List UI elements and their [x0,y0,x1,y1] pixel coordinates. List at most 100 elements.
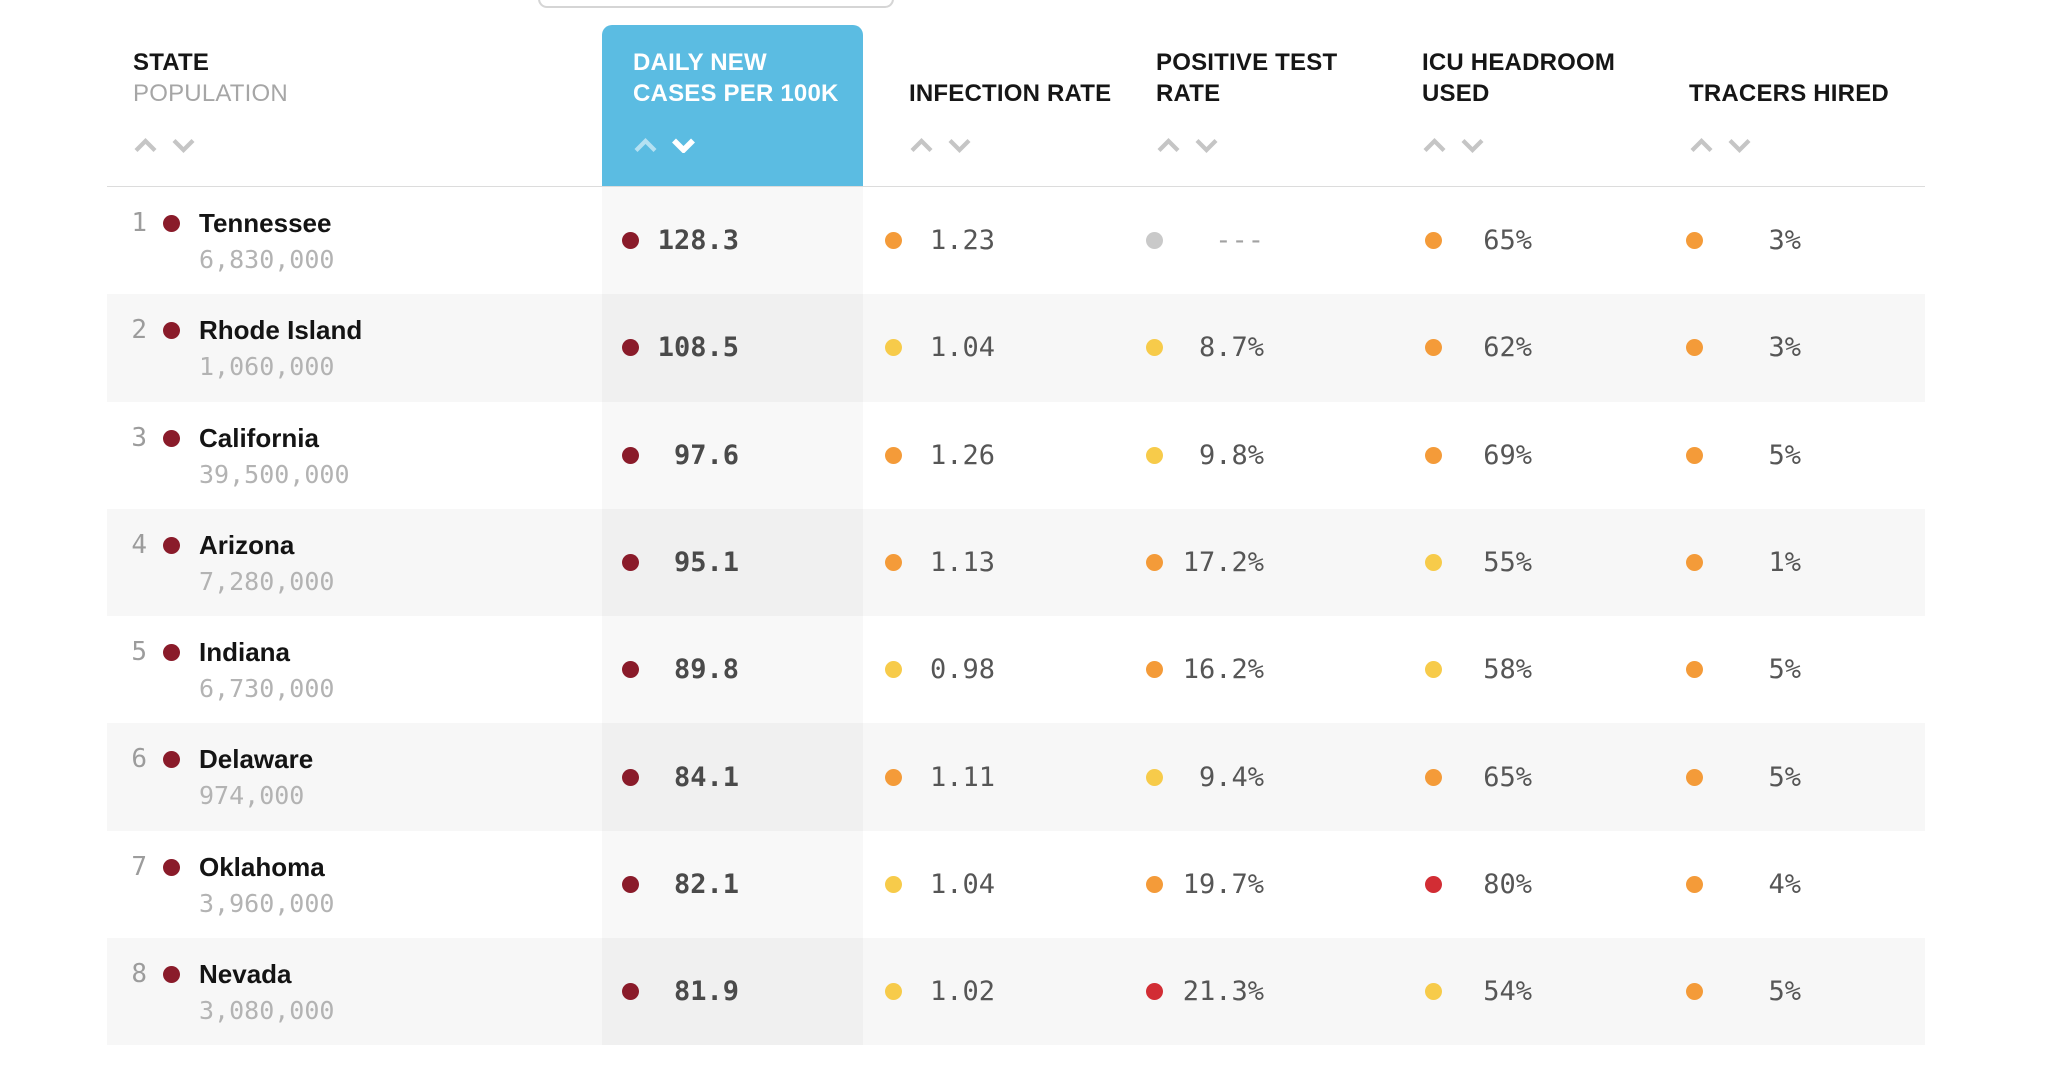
state-cell[interactable]: 6 Delaware 974,000 [107,723,602,830]
column-header-infection-rate[interactable]: INFECTION RATE [863,0,1130,186]
tracers-hired-risk-dot [1686,232,1703,250]
icu-headroom-cell: 54% [1400,938,1665,1045]
daily-new-cases-cell: 128.3 [602,187,863,294]
infection-rate-risk-dot [885,339,902,357]
column-title-tracers-hired: TRACERS HIRED [1689,80,1889,107]
positive-test-rate-risk-dot [1146,339,1163,357]
sort-descending-button[interactable] [171,138,196,153]
state-risk-dot [163,644,180,662]
state-risk-dot [163,429,180,447]
rank-label: 3 [131,422,147,453]
table-row[interactable]: 4 Arizona 7,280,000 95.1 1.13 17.2% 55% … [107,508,1925,617]
tracers-hired-cell: 3% [1665,294,1925,401]
table-row[interactable]: 2 Rhode Island 1,060,000 108.5 1.04 8.7%… [107,294,1925,402]
state-name-link[interactable]: Nevada [199,959,292,990]
tracers-hired-risk-dot [1686,446,1703,464]
state-name-link[interactable]: Tennessee [199,208,332,238]
infection-rate-risk-dot [885,232,902,250]
daily-new-cases-cell: 95.1 [602,509,863,616]
table-row[interactable]: 5 Indiana 6,730,000 89.8 0.98 16.2% 58% … [107,616,1925,723]
infection-rate-value: 1.04 [929,332,995,364]
state-population: 3,080,000 [199,996,335,1026]
tracers-hired-risk-dot [1686,983,1703,1001]
infection-rate-risk-dot [885,983,902,1001]
state-cell[interactable]: 7 Oklahoma 3,960,000 [107,831,602,938]
sort-ascending-button[interactable] [133,138,158,153]
state-cell[interactable]: 4 Arizona 7,280,000 [107,509,602,616]
tracers-hired-value: 3% [1768,332,1801,364]
column-header-tracers-hired[interactable]: TRACERS HIRED [1665,0,1925,186]
state-name-link[interactable]: Delaware [199,744,314,775]
table-row[interactable]: 8 Nevada 3,080,000 81.9 1.02 21.3% 54% 5… [107,938,1925,1046]
tracers-hired-risk-dot [1686,339,1703,357]
column-header-positive-test-rate[interactable]: POSITIVE TEST RATE [1130,0,1400,186]
states-ranking-table: STATE POPULATION DAILY NEW CASES PER 100… [107,0,1925,1046]
state-cell[interactable]: 2 Rhode Island 1,060,000 [107,294,602,401]
state-name-link[interactable]: Arizona [199,529,295,560]
sort-ascending-button[interactable] [1156,138,1181,153]
table-row[interactable]: 6 Delaware 974,000 84.1 1.11 9.4% 65% 5% [107,723,1925,831]
sort-descending-button[interactable] [1460,138,1485,153]
state-risk-dot [163,858,180,876]
sort-descending-button[interactable] [1727,138,1752,153]
icu-headroom-risk-dot [1425,446,1442,464]
icu-headroom-value: 65% [1483,225,1532,257]
icu-headroom-cell: 80% [1400,831,1665,938]
column-header-icu-headroom[interactable]: ICU HEADROOM USED [1400,0,1665,186]
infection-rate-value: 1.04 [929,868,995,900]
table-header-row: STATE POPULATION DAILY NEW CASES PER 100… [107,0,1925,186]
positive-test-rate-risk-dot [1146,983,1163,1001]
sort-ascending-button[interactable] [1422,138,1447,153]
sort-descending-button[interactable] [947,138,972,153]
state-name-link[interactable]: Indiana [199,637,291,668]
table-row[interactable]: 7 Oklahoma 3,960,000 82.1 1.04 19.7% 80%… [107,831,1925,938]
daily-new-cases-cell: 81.9 [602,938,863,1045]
tracers-hired-cell: 1% [1665,509,1925,616]
sort-descending-button[interactable] [1194,138,1219,153]
column-header-state[interactable]: STATE POPULATION [107,0,602,186]
icu-headroom-cell: 65% [1400,187,1665,294]
daily-cases-risk-dot [622,446,639,464]
state-risk-dot [163,751,180,769]
icu-headroom-cell: 65% [1400,723,1665,830]
state-name-link[interactable]: California [199,422,319,453]
sort-ascending-button[interactable] [909,138,934,153]
state-cell[interactable]: 8 Nevada 3,080,000 [107,938,602,1045]
infection-rate-value: 0.98 [929,654,995,686]
table-row[interactable]: 3 California 39,500,000 97.6 1.26 9.8% 6… [107,402,1925,509]
daily-cases-risk-dot [622,232,639,250]
positive-test-rate-cell: --- [1130,187,1400,294]
positive-test-rate-cell: 8.7% [1130,294,1400,401]
sort-ascending-button[interactable] [633,138,658,153]
sort-descending-button-active[interactable] [671,138,696,153]
infection-rate-cell: 1.23 [863,187,1130,294]
column-title-icu-line2: USED [1422,80,1490,107]
tracers-hired-risk-dot [1686,768,1703,786]
tracers-hired-cell: 3% [1665,187,1925,294]
tracers-hired-value: 5% [1768,976,1801,1008]
daily-cases-value: 82.1 [673,868,739,900]
column-title-positive-test-line1: POSITIVE TEST [1156,49,1338,76]
state-name-link[interactable]: Rhode Island [199,315,363,346]
daily-cases-risk-dot [622,661,639,679]
sort-ascending-button[interactable] [1689,138,1714,153]
positive-test-rate-cell: 9.4% [1130,723,1400,830]
infection-rate-value: 1.13 [929,547,995,579]
icu-headroom-cell: 69% [1400,402,1665,509]
table-row[interactable]: 1 Tennessee 6,830,000 128.3 1.23 --- 65%… [107,187,1925,294]
header-divider [107,186,1925,187]
column-header-daily-new-cases[interactable]: DAILY NEW CASES PER 100K [602,25,863,186]
state-cell[interactable]: 3 California 39,500,000 [107,402,602,509]
state-name-link[interactable]: Oklahoma [199,851,325,882]
positive-test-rate-value: 9.8% [1198,439,1264,471]
daily-new-cases-cell: 97.6 [602,402,863,509]
positive-test-rate-risk-dot [1146,232,1163,250]
infection-rate-risk-dot [885,661,902,679]
column-subtitle-population: POPULATION [133,80,288,107]
icu-headroom-risk-dot [1425,661,1442,679]
positive-test-rate-cell: 19.7% [1130,831,1400,938]
daily-new-cases-cell: 108.5 [602,294,863,401]
state-cell[interactable]: 1 Tennessee 6,830,000 [107,187,602,294]
infection-rate-cell: 1.13 [863,509,1130,616]
state-cell[interactable]: 5 Indiana 6,730,000 [107,616,602,723]
